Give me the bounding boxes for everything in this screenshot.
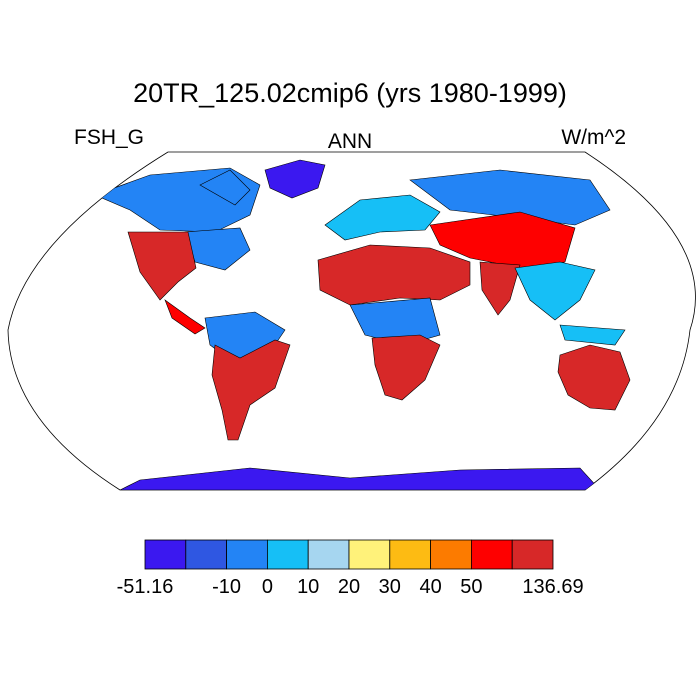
colorbar-swatch [348,539,391,570]
colorbar-tick-label: 30 [378,576,401,598]
colorbar-swatch [511,539,554,570]
colorbar-tick-label: 0 [261,576,273,598]
colorbar-tick-label: 40 [419,576,442,598]
colorbar-swatch [226,539,268,570]
map-region-southern-africa [371,334,441,401]
colorbar-tick-label: -10 [212,576,242,598]
colorbar-swatch [430,539,472,570]
map-region-central-america [164,299,206,335]
map-region-greenland [264,159,326,199]
colorbar-tick-label: 136.69 [522,576,584,598]
map-region-australia [557,344,631,411]
colorbar-swatch [144,539,187,570]
colorbar-tick-label: 10 [297,576,320,598]
map-region-sahara-and-arabia [317,244,471,306]
colorbar-swatch [266,539,309,570]
plot-title: 20TR_125.02cmip6 (yrs 1980-1999) [133,78,567,108]
map-region-brazil-highlands-and-southern-south-america [211,339,291,441]
map-region-canada-and-alaska [94,167,261,233]
map-region-india [479,261,521,316]
map-region-antarctica [119,467,601,490]
units-label: W/m^2 [561,126,626,149]
map-region-europe [324,194,441,241]
colorbar-swatch [307,539,350,570]
colorbar-swatch [185,539,228,570]
colorbar-tick-label: -51.16 [116,576,174,598]
colorbar-tick-label: 50 [460,576,483,598]
colorbar-swatch [470,539,513,570]
colorbar-swatch [389,539,431,570]
map-region-siberia [409,169,611,226]
map-region-southwestern-united-states-and-mexico [127,231,197,301]
map-region-southeast-asia [514,261,626,346]
variable-label: FSH_G [74,126,145,149]
colorbar-tick-label: 20 [337,576,361,598]
season-label: ANN [327,130,373,153]
